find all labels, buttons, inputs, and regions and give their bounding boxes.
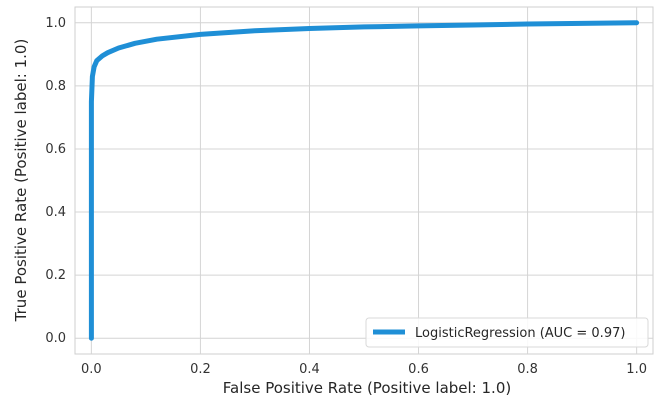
x-tick-label: 0.2 [190,362,211,377]
x-tick-label: 0.6 [408,362,429,377]
roc-curve-line [88,20,640,341]
y-tick-label: 0.8 [45,79,66,94]
y-axis-label: True Positive Rate (Positive label: 1.0) [12,39,30,323]
y-tick-label: 1.0 [45,16,66,31]
x-tick-labels: 0.0 0.2 0.4 0.6 0.8 1.0 [81,362,647,377]
x-tick-label: 0.4 [299,362,320,377]
legend: LogisticRegression (AUC = 0.97) [365,317,649,348]
y-tick-label: 0.6 [45,142,66,157]
y-tick-label: 0.4 [45,205,66,220]
y-tick-label: 0.2 [45,268,66,283]
legend-label: LogisticRegression (AUC = 0.97) [415,326,625,341]
x-tick-label: 0.0 [81,362,102,377]
y-tick-labels: 0.0 0.2 0.4 0.6 0.8 1.0 [45,16,66,346]
y-tick-label: 0.0 [45,331,66,346]
series-layer [88,20,640,341]
plot-area [74,6,654,355]
x-axis-label: False Positive Rate (Positive label: 1.0… [223,379,511,397]
legend-box [365,317,649,348]
x-tick-label: 0.8 [517,362,538,377]
x-tick-label: 1.0 [626,362,647,377]
